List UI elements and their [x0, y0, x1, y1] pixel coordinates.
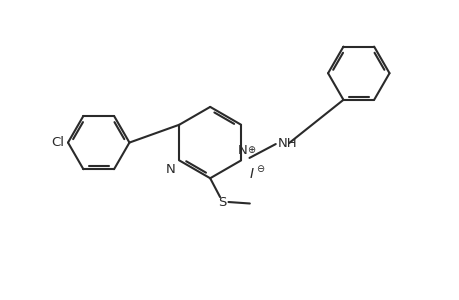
Text: ⊕: ⊕ — [246, 146, 254, 155]
Text: N: N — [238, 144, 247, 157]
Text: I: I — [249, 167, 253, 181]
Text: NH: NH — [278, 136, 297, 150]
Text: S: S — [218, 196, 226, 208]
Text: ⊖: ⊖ — [255, 164, 263, 174]
Text: N: N — [166, 163, 175, 176]
Text: Cl: Cl — [51, 136, 64, 149]
